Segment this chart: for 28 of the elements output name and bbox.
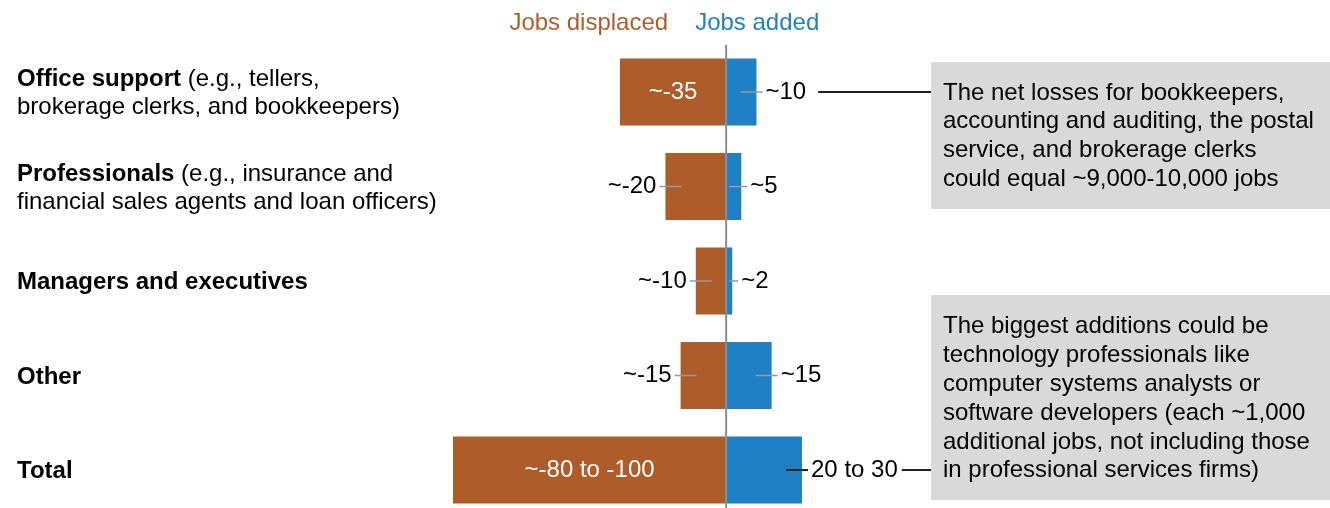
data-label: ~15: [780, 360, 822, 388]
y-tick-label: Professionals (e.g., insurance and financial sales agents and loan officers): [17, 158, 437, 215]
data-label: ~5: [750, 171, 778, 199]
annotation: 20 to 30: [811, 454, 898, 482]
text: The biggest additions could be technology professionals like computer systems analysts or software developers (each ~1,000 additional jobs, not including those in professional services firms): [931, 295, 1330, 501]
bar: [665, 152, 727, 221]
data-label: ~-10: [638, 265, 687, 293]
bar: [726, 152, 742, 221]
y-tick-label: Managers and executives: [17, 267, 308, 294]
text: The net losses for bookkeepers, accounting and auditing, the postal service, and brokerage clerks could equal ~9,000-10,000 jobs: [931, 61, 1330, 209]
bar: [453, 436, 727, 504]
series-label: Jobs added: [695, 8, 820, 35]
y-tick-label: Office support (e.g., tellers, brokerage clerks, and bookkeepers): [17, 64, 400, 120]
bar: [726, 436, 803, 504]
series-label: Jobs displaced: [509, 8, 669, 35]
bar: [695, 247, 727, 315]
data-label: ~2: [741, 265, 769, 293]
bar: [726, 341, 772, 410]
data-label: ~-35: [648, 76, 698, 104]
data-label: ~10: [765, 76, 807, 104]
data-label: ~-80 to -100: [524, 454, 655, 482]
data-label: ~-20: [607, 171, 657, 199]
data-label: ~-15: [622, 360, 672, 388]
bar: [726, 58, 757, 126]
bar: [619, 58, 727, 126]
bar: [680, 341, 727, 410]
y-tick-label: Other: [17, 361, 82, 389]
y-tick-label: Total: [17, 456, 73, 483]
